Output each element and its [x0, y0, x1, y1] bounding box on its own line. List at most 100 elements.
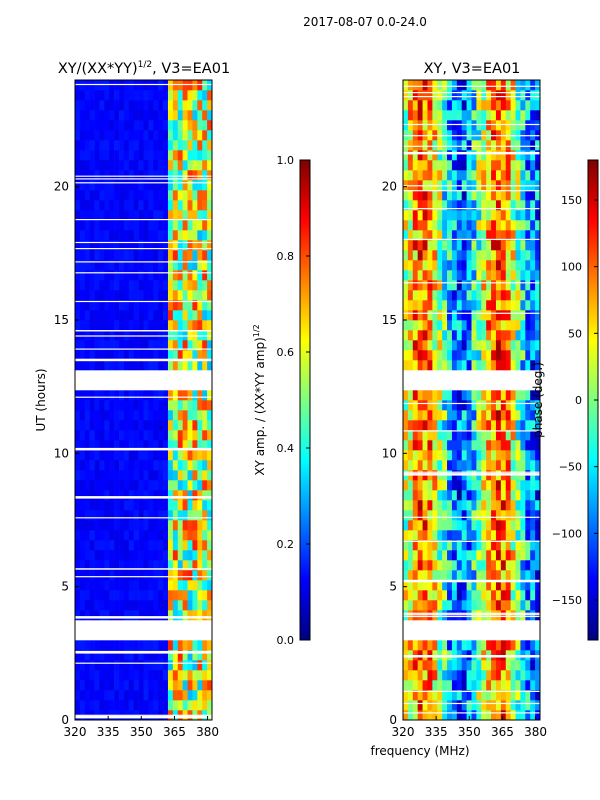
phase-heatmap-cell — [476, 370, 482, 381]
amp-heatmap-cell — [99, 430, 105, 441]
amp-heatmap-cell — [75, 540, 81, 551]
amp-heatmap-cell — [158, 690, 164, 701]
phase-flag-line — [403, 702, 540, 705]
phase-heatmap-cell — [403, 420, 409, 431]
amp-heatmap-cell — [79, 600, 86, 611]
amp-heatmap-cell — [148, 340, 154, 351]
amp-heatmap-cell — [172, 550, 179, 561]
amp-heatmap-cell — [182, 560, 188, 571]
amp-heatmap-cell — [94, 160, 100, 171]
amp-heatmap-cell — [114, 480, 120, 491]
amp-heatmap-cell — [123, 350, 130, 361]
amp-heatmap-cell — [172, 420, 179, 431]
amp-heatmap-cell — [192, 210, 198, 221]
phase-heatmap-cell — [525, 660, 531, 671]
amp-heatmap-cell — [99, 410, 105, 421]
phase-heatmap-cell — [476, 510, 482, 521]
amp-heatmap-cell — [79, 220, 86, 231]
phase-heatmap-cell — [535, 550, 541, 561]
phase-heatmap-cell — [403, 500, 409, 511]
phase-heatmap-cell — [456, 200, 463, 211]
phase-heatmap-cell — [456, 570, 463, 581]
amp-heatmap-cell — [119, 230, 125, 241]
amp-heatmap-cell — [202, 480, 208, 491]
amp-heatmap-cell — [79, 190, 86, 201]
phase-heatmap-cell — [500, 100, 507, 111]
amp-heatmap-cell — [99, 340, 105, 351]
phase-heatmap-cell — [407, 450, 414, 461]
phase-heatmap-cell — [417, 180, 423, 191]
amp-heatmap-cell — [128, 690, 135, 701]
phase-heatmap-cell — [403, 260, 409, 271]
amp-heatmap-cell — [197, 610, 203, 621]
amp-heatmap-cell — [202, 410, 208, 421]
phase-heatmap-cell — [461, 390, 467, 401]
amp-heatmap-cell — [172, 350, 179, 361]
amp-heatmap-cell — [119, 610, 125, 621]
amp-heatmap-cell — [163, 490, 169, 501]
phase-heatmap-cell — [417, 410, 423, 421]
amp-heatmap-cell — [123, 490, 130, 501]
phase-heatmap-cell — [442, 710, 448, 721]
phase-heatmap-cell — [442, 350, 448, 361]
amp-heatmap-cell — [172, 520, 179, 531]
phase-heatmap-cell — [535, 340, 541, 351]
phase-heatmap-cell — [437, 340, 443, 351]
phase-heatmap-cell — [476, 220, 482, 231]
amp-heatmap-cell — [114, 140, 120, 151]
phase-heatmap-cell — [471, 580, 477, 591]
phase-heatmap-cell — [525, 330, 531, 341]
phase-heatmap-cell — [510, 660, 516, 671]
amp-heatmap-cell — [75, 220, 81, 231]
phase-heatmap-cell — [481, 310, 487, 321]
amp-flag-line — [75, 632, 212, 634]
amp-heatmap-cell — [182, 480, 188, 491]
phase-heatmap-cell — [432, 300, 438, 311]
phase-colorbar-tick-label: 150 — [561, 194, 582, 207]
phase-heatmap-cell — [495, 590, 502, 601]
amp-heatmap-cell — [114, 200, 120, 211]
amp-heatmap-cell — [133, 100, 139, 111]
amp-heatmap-cell — [99, 230, 105, 241]
amp-heatmap-cell — [123, 630, 130, 641]
phase-heatmap-cell — [407, 300, 414, 311]
amp-heatmap-cell — [143, 230, 149, 241]
amp-heatmap-cell — [123, 180, 130, 191]
phase-heatmap-cell — [471, 540, 477, 551]
amp-flag-line — [75, 623, 212, 625]
phase-heatmap-cell — [403, 160, 409, 171]
amp-heatmap-cell — [75, 200, 81, 211]
amp-heatmap-cell — [192, 360, 198, 371]
amp-heatmap-cell — [177, 630, 183, 641]
amp-heatmap-cell — [202, 120, 208, 131]
amp-heatmap-cell — [172, 610, 179, 621]
phase-heatmap-cell — [451, 320, 458, 331]
phase-heatmap-cell — [495, 250, 502, 261]
phase-heatmap-cell — [447, 190, 453, 201]
phase-heatmap-cell — [403, 580, 409, 591]
amp-heatmap-cell — [75, 330, 81, 341]
phase-heatmap-cell — [412, 600, 418, 611]
phase-heatmap-cell — [437, 400, 443, 411]
phase-heatmap-cell — [422, 210, 428, 221]
phase-heatmap-cell — [451, 230, 458, 241]
phase-heatmap-cell — [510, 530, 516, 541]
amp-heatmap-cell — [89, 130, 95, 141]
amp-heatmap-cell — [148, 210, 154, 221]
amp-heatmap-cell — [99, 690, 105, 701]
amp-heatmap-cell — [104, 510, 110, 521]
phase-heatmap-cell — [486, 260, 492, 271]
amp-heatmap-cell — [128, 90, 135, 101]
amp-heatmap-cell — [158, 470, 164, 481]
amp-heatmap-cell — [143, 130, 149, 141]
amp-heatmap-cell — [109, 100, 115, 111]
phase-heatmap-cell — [447, 390, 453, 401]
phase-heatmap-cell — [515, 620, 521, 631]
amp-heatmap-cell — [167, 600, 174, 611]
phase-heatmap-cell — [417, 660, 423, 671]
amp-heatmap-cell — [177, 690, 183, 701]
phase-heatmap-cell — [442, 630, 448, 641]
amp-heatmap-cell — [148, 510, 154, 521]
phase-heatmap-cell — [466, 360, 472, 371]
phase-heatmap-cell — [427, 320, 433, 331]
